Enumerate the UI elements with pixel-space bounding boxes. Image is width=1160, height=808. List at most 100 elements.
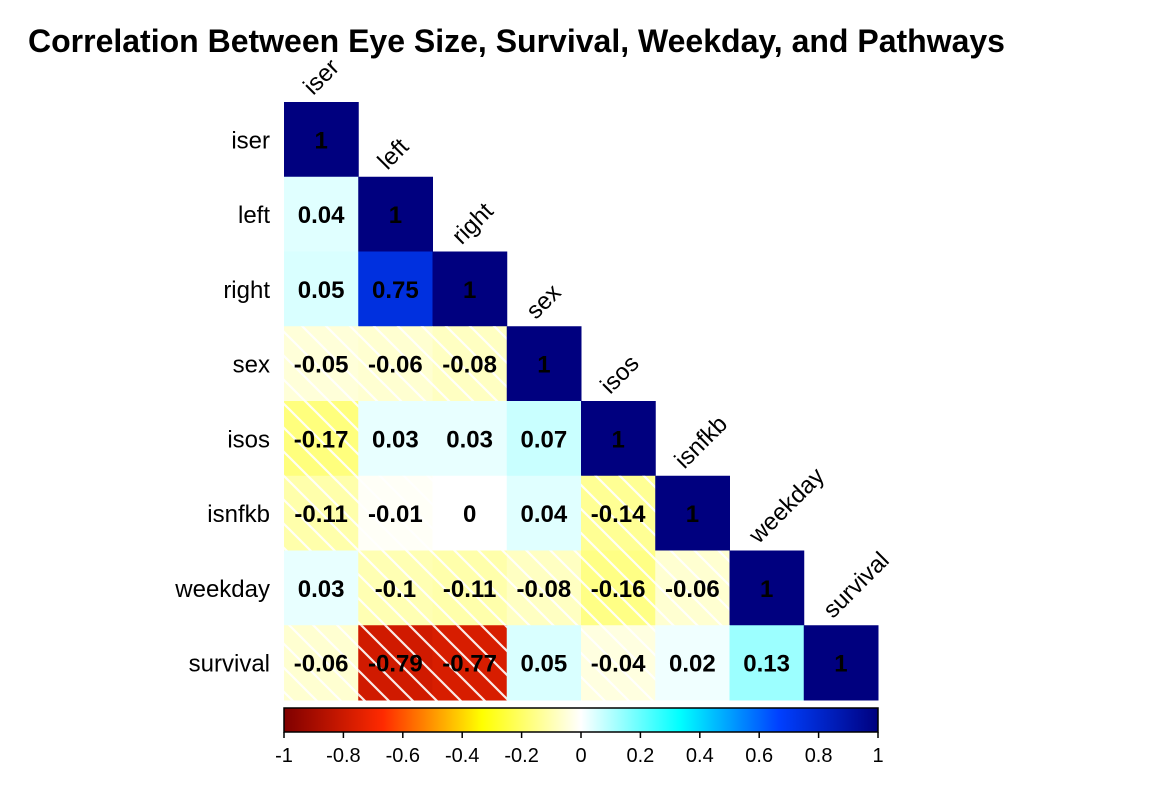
heatmap-cell [506,475,582,551]
heatmap-cell-hatch [581,475,656,551]
cell-value-label: 0.04 [298,202,345,229]
heatmap-cell-hatch [358,625,433,701]
row-label: left [238,202,270,229]
colorbar-tick-label: 0.6 [745,745,773,767]
row-label: sex [233,352,270,379]
column-label: survival [818,547,895,624]
cell-value-label: -0.14 [591,501,646,528]
row-label: weekday [174,576,270,603]
heatmap-cell-hatch [358,550,433,626]
column-label: isnfkb [670,411,733,474]
row-label: iser [231,127,270,154]
cell-value-label: 0.13 [743,651,790,678]
row-label: right [223,277,270,304]
colorbar-ticks: -1 -0.8 -0.6 -0.4 -0.2 0 0.2 0.4 0.6 0.8 1 [275,732,884,767]
cell-value-label: 1 [760,576,773,603]
cell-value-label: -0.06 [294,651,349,678]
cell-value-label: 0 [463,501,476,528]
heatmap-cell-hatch [358,326,433,402]
cell-value-label: -0.11 [294,501,347,528]
heatmap-cell [284,550,359,626]
colorbar-tick-label: 0.4 [686,745,714,767]
column-label: weekday [743,463,830,550]
colorbar-tick-label: -0.4 [445,745,479,767]
heatmap-cell-hatch [284,326,359,402]
colorbar-tick-label: -0.6 [386,745,420,767]
cell-value-label: -0.11 [443,576,496,603]
heatmap-cell-hatch [284,625,359,701]
colorbar-gradient [283,707,879,733]
heatmap-cells: 1 0.04 1 0.05 0.75 1 -0.05 -0.06 -0.08 1 -0.17 0.03… [284,102,879,701]
cell-value-label: -0.05 [294,352,349,379]
column-label: left [373,133,415,175]
heatmap-cell [432,251,508,327]
colorbar-tick-label: 0 [575,745,586,767]
cell-value-label: -0.16 [591,576,646,603]
cell-value-label: 0.75 [372,277,419,304]
heatmap-cell [284,176,359,252]
colorbar-tick-label: 0.8 [805,745,833,767]
row-label: isos [227,426,270,453]
column-label: iser [298,54,344,100]
cell-value-label: -0.01 [368,501,423,528]
heatmap-cell-hatch [432,550,508,626]
heatmap-cell [284,251,359,327]
row-label: survival [189,651,270,678]
heatmap-cell-hatch [432,326,508,402]
heatmap-cell [358,176,433,252]
colorbar [283,707,879,733]
heatmap-cell [729,625,805,701]
heatmap-cell [506,401,582,477]
cell-value-label: -0.08 [517,576,572,603]
cell-value-label: 0.07 [521,426,568,453]
column-label: sex [521,279,567,325]
cell-value-label: -0.17 [294,426,349,453]
cell-value-label: 0.05 [521,651,568,678]
cell-value-label: 1 [389,202,402,229]
row-labels: iser left right sex isos isnfkb weekday surviva… [174,127,270,677]
heatmap-cell-hatch [358,475,433,551]
cell-value-label: 1 [611,426,624,453]
cell-value-label: -0.77 [442,651,497,678]
cell-value-label: 0.03 [372,426,419,453]
heatmap-cell [655,475,730,551]
column-label: isos [595,350,644,399]
cell-value-label: 0.02 [669,651,716,678]
cell-value-label: -0.08 [442,352,497,379]
row-label: isnfkb [207,501,270,528]
heatmap-cell-hatch [581,550,656,626]
colorbar-tick-label: -0.8 [326,745,360,767]
cell-value-label: 0.03 [298,576,345,603]
chart-title: Correlation Between Eye Size, Survival, … [28,23,1005,59]
heatmap-cell-hatch [506,550,582,626]
cell-value-label: 1 [834,651,847,678]
cell-value-label: -0.79 [368,651,423,678]
heatmap-cell [506,326,582,402]
cell-value-label: -0.1 [375,576,416,603]
heatmap-cell [506,625,582,701]
cell-value-label: 1 [463,277,476,304]
cell-value-label: 0.05 [298,277,345,304]
cell-value-label: -0.06 [665,576,720,603]
cell-value-label: 0.04 [521,501,568,528]
cell-value-label: 0.03 [446,426,493,453]
heatmap-cell [432,401,508,477]
heatmap-cell [432,475,508,551]
colorbar-tick-label: 0.2 [626,745,654,767]
cell-value-label: 1 [686,501,699,528]
heatmap-cell [803,625,879,701]
cell-value-label: 1 [537,352,550,379]
heatmap-cell-hatch [655,550,730,626]
colorbar-tick-label: -0.2 [504,745,538,767]
colorbar-tick-label: -1 [275,745,293,767]
cell-value-label: -0.06 [368,352,423,379]
cell-value-label: -0.04 [591,651,646,678]
heatmap-cell [729,550,805,626]
heatmap-cell-hatch [581,625,656,701]
column-label: right [447,197,499,249]
cell-value-label: 1 [314,127,327,154]
colorbar-tick-label: 1 [872,745,883,767]
heatmap-cell [284,102,359,178]
heatmap-cell-hatch [432,625,508,701]
heatmap-cell [655,625,730,701]
